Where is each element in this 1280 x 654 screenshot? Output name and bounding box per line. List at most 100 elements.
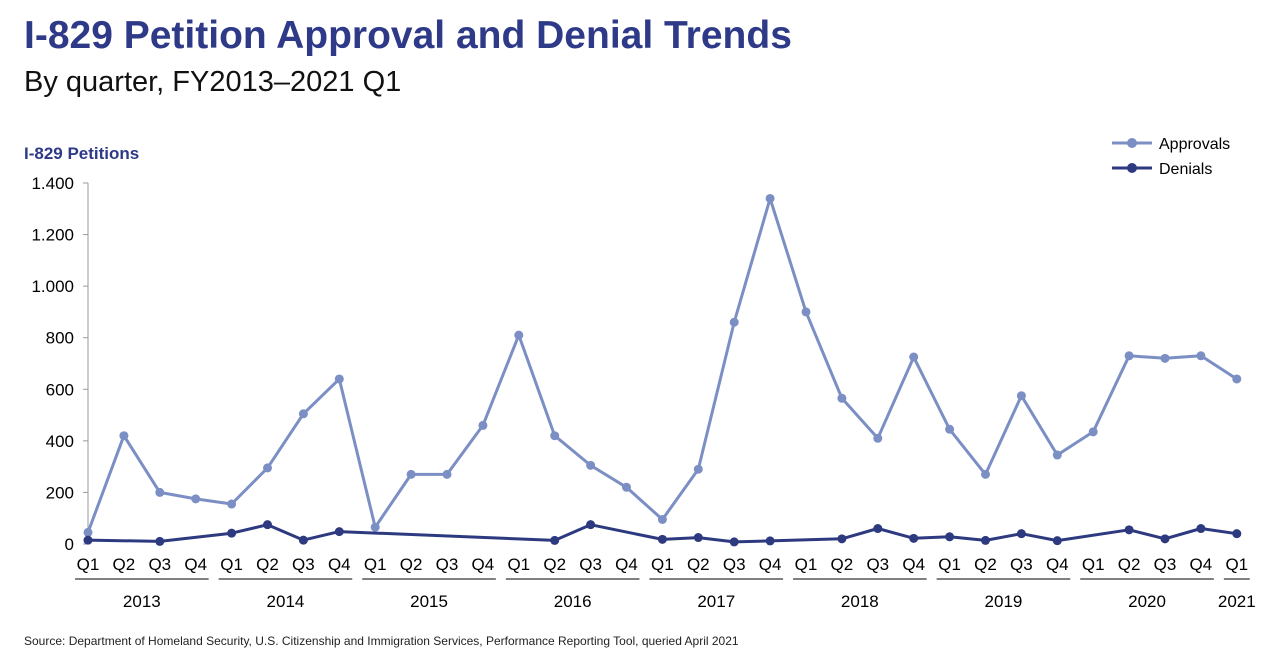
y-tick-label: 400 [46,432,74,451]
approvals-point [622,482,631,492]
approvals-point [801,307,811,317]
approvals-point [586,460,596,470]
approvals-point [370,522,380,532]
x-tick-label: Q4 [759,555,782,574]
x-tick-label: Q4 [184,555,207,574]
year-label: 2017 [697,592,735,611]
approvals-point [909,352,919,362]
approvals-point [657,515,667,525]
approvals-point [155,487,165,497]
x-tick-label: Q1 [1225,555,1248,574]
x-tick-label: Q2 [687,555,710,574]
x-tick-label: Q1 [651,555,674,574]
legend-approvals-marker [1127,138,1137,148]
denials-point [334,527,344,537]
approvals-point [442,469,452,479]
denials-point [550,535,560,545]
y-axis-label: I-829 Petitions [24,144,140,163]
x-tick-label: Q1 [77,555,100,574]
approvals-point [981,469,990,479]
denials-point [1016,529,1026,539]
approvals-point [1124,351,1134,361]
approvals-point [873,433,883,443]
x-tick-label: Q3 [579,555,602,574]
denials-point [693,533,703,543]
y-tick-label: 200 [46,483,74,502]
approvals-point [765,193,775,203]
x-tick-label: Q2 [256,555,279,574]
approvals-point [334,374,344,384]
denials-point [1052,536,1062,546]
year-label: 2013 [123,592,161,611]
x-tick-label: Q3 [723,555,746,574]
x-tick-label: Q1 [220,555,243,574]
year-label: 2016 [554,592,592,611]
x-tick-label: Q4 [615,555,638,574]
year-label: 2021 [1218,592,1256,611]
approvals-point [406,469,416,479]
denials-point [83,535,93,545]
x-tick-label: Q2 [1118,555,1141,574]
year-label: 2020 [1128,592,1166,611]
legend-denials-marker [1127,163,1137,173]
approvals-line [86,197,1238,533]
denials-point [586,520,596,530]
x-tick-label: Q3 [1010,555,1033,574]
approvals-point [227,499,237,509]
year-label: 2015 [410,592,448,611]
x-tick-label: Q1 [364,555,387,574]
approvals-point [1052,450,1062,460]
x-tick-label: Q2 [543,555,566,574]
approvals-point [1088,427,1098,437]
x-tick-label: Q3 [436,555,459,574]
denials-point [298,535,308,545]
denials-point [1160,534,1170,544]
denials-point [729,537,739,547]
year-label: 2018 [841,592,879,611]
approvals-point [478,420,488,430]
x-tick-label: Q4 [1190,555,1213,574]
legend-denials-label: Denials [1159,161,1212,178]
y-tick-label: 1.400 [31,174,74,193]
x-tick-label: Q3 [148,555,171,574]
x-tick-label: Q4 [902,555,925,574]
x-tick-label: Q3 [866,555,889,574]
approvals-point [1196,351,1206,361]
year-label: 2014 [267,592,305,611]
x-tick-label: Q1 [507,555,530,574]
approvals-point [693,464,703,474]
x-tick-label: Q1 [795,555,818,574]
y-tick-label: 1.000 [31,277,74,296]
x-tick-label: Q2 [831,555,854,574]
denials-point [873,524,883,534]
approvals-point [729,317,739,327]
denials-point [1124,525,1134,535]
denials-point [263,520,272,530]
x-tick-label: Q2 [400,555,423,574]
denials-point [945,532,955,542]
approvals-point [550,431,560,441]
x-tick-label: Q3 [292,555,315,574]
legend-approvals-label: Approvals [1159,136,1230,153]
approvals-point [83,527,93,537]
year-label: 2019 [985,592,1023,611]
x-tick-label: Q1 [938,555,961,574]
approvals-point [514,330,524,340]
approvals-point [1016,391,1026,401]
approvals-point [191,494,201,504]
x-tick-label: Q4 [328,555,351,574]
source-note: Source: Department of Homeland Security,… [24,634,739,648]
y-tick-label: 1.200 [31,226,74,245]
y-tick-label: 0 [65,535,74,554]
denials-point [155,536,165,546]
x-tick-label: Q4 [1046,555,1069,574]
x-tick-label: Q1 [1082,555,1105,574]
x-tick-label: Q2 [974,555,997,574]
y-tick-label: 800 [46,329,74,348]
denials-point [837,534,847,544]
x-tick-label: Q4 [472,555,495,574]
denials-point [909,533,919,543]
approvals-point [298,409,308,419]
approvals-point [1160,353,1170,363]
